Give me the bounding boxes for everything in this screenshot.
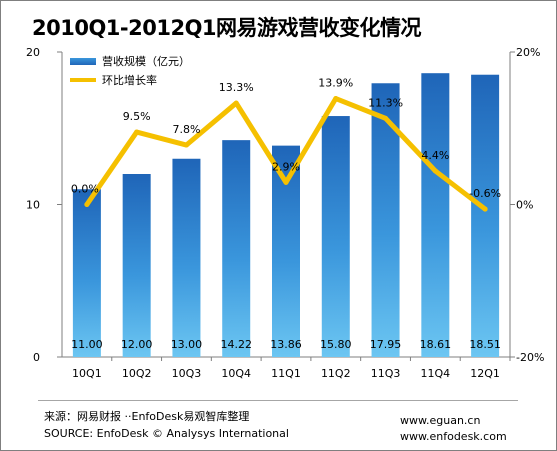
bar-11Q4 [421, 73, 450, 357]
footer: 来源：网易财报 ··EnfoDesk易观智库整理 SOURCE: EnfoDes… [0, 398, 555, 449]
growth-point-10Q2 [134, 129, 140, 135]
legend-line-label: 环比增长率 [102, 73, 157, 87]
website-eguan-link[interactable]: www.eguan.cn [400, 414, 481, 427]
growth-point-11Q1 [283, 179, 289, 185]
bar-value-label: 15.80 [320, 338, 352, 351]
growth-rate-label: -0.6% [469, 187, 501, 200]
bar-10Q1 [72, 189, 101, 357]
bar-value-label: 13.86 [270, 338, 302, 351]
bar-12Q1 [471, 74, 500, 357]
bar-value-label: 13.00 [171, 338, 203, 351]
growth-rate-label: 2.9% [272, 160, 300, 173]
chart-title: 2010Q1-2012Q1网易游戏营收变化情况 [32, 16, 422, 40]
left-tick-label: 0 [33, 351, 40, 364]
growth-rate-label: 13.3% [219, 81, 254, 94]
growth-point-12Q1 [482, 206, 488, 212]
source-en: SOURCE: EnfoDesk © Analysys Internationa… [44, 427, 289, 440]
bar-value-label: 11.00 [71, 338, 103, 351]
growth-rate-label: 7.8% [172, 123, 200, 136]
category-label-10Q4: 10Q4 [221, 367, 251, 380]
legend-bar-label: 营收规模（亿元） [102, 54, 190, 68]
bar-value-label: 14.22 [220, 338, 252, 351]
bar-value-label: 18.61 [420, 338, 452, 351]
growth-rate-label: 13.9% [318, 77, 353, 90]
growth-point-10Q4 [233, 100, 239, 106]
category-label-10Q2: 10Q2 [122, 367, 152, 380]
growth-point-11Q3 [383, 115, 389, 121]
category-label-11Q2: 11Q2 [321, 367, 351, 380]
left-tick-label: 20 [26, 46, 40, 59]
bar-11Q2 [321, 116, 350, 357]
left-tick-label: 10 [26, 199, 40, 212]
legend-bar-swatch [70, 58, 96, 65]
growth-point-11Q4 [432, 168, 438, 174]
category-label-11Q3: 11Q3 [371, 367, 401, 380]
right-tick-label: -20% [516, 351, 544, 364]
bar-10Q2 [122, 174, 151, 357]
source-cn: 来源：网易财报 ··EnfoDesk易观智库整理 [44, 410, 250, 423]
bar-10Q3 [172, 158, 201, 357]
category-label-10Q3: 10Q3 [172, 367, 202, 380]
bar-11Q1 [272, 145, 300, 357]
right-tick-label: 0% [516, 199, 533, 212]
website-enfodesk-link[interactable]: www.enfodesk.com [400, 430, 507, 443]
growth-rate-label: 4.4% [421, 149, 449, 162]
growth-rate-label: 11.3% [368, 96, 403, 109]
bar-10Q4 [222, 140, 251, 357]
category-label-11Q4: 11Q4 [421, 367, 451, 380]
footer-divider [38, 400, 518, 401]
right-tick-label: 20% [516, 46, 540, 59]
growth-point-10Q3 [183, 142, 189, 148]
bar-value-label: 17.95 [370, 338, 402, 351]
bar-value-label: 18.51 [469, 338, 501, 351]
category-label-12Q1: 12Q1 [470, 367, 500, 380]
growth-point-10Q1 [84, 202, 90, 207]
growth-rate-label: 0.0% [71, 183, 99, 196]
growth-point-11Q2 [333, 96, 339, 102]
category-label-10Q1: 10Q1 [72, 367, 102, 380]
category-label-11Q1: 11Q1 [271, 367, 301, 380]
growth-rate-label: 9.5% [123, 110, 151, 123]
bar-value-label: 12.00 [121, 338, 153, 351]
bar-11Q3 [371, 83, 400, 357]
